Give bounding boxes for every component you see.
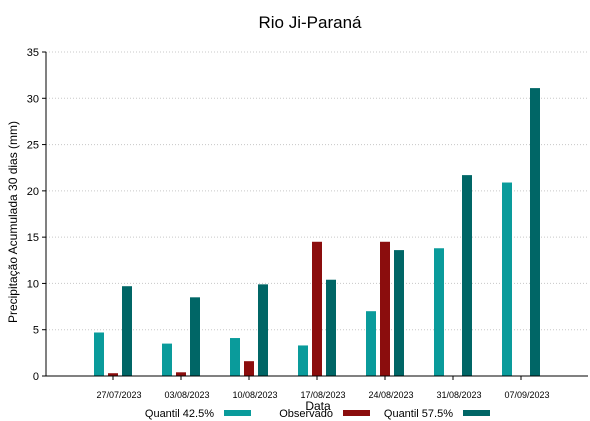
bar [258, 284, 268, 376]
y-tick-label: 15 [27, 232, 39, 244]
x-tick-label: 07/09/2023 [504, 390, 549, 400]
bar [326, 279, 336, 376]
legend-swatch [343, 410, 370, 416]
bar [176, 372, 186, 376]
x-tick-label: 24/08/2023 [368, 390, 413, 400]
bar [230, 338, 240, 376]
bar [94, 332, 104, 376]
bar [162, 343, 172, 376]
y-tick-label: 25 [27, 140, 39, 152]
bar [190, 297, 200, 376]
x-axis-ticks: 27/07/2023 03/08/2023 10/08/2023 17/08/2023… [96, 376, 550, 400]
legend-label: Quantil 42.5% [145, 408, 214, 420]
bars [94, 88, 540, 377]
x-tick-label: 27/07/2023 [96, 390, 141, 400]
legend: Quantil 42.5% Observado Quantil 57.5% [145, 408, 490, 420]
y-tick-label: 20 [27, 186, 39, 198]
legend-swatch [463, 410, 490, 416]
bar [244, 361, 254, 376]
bar [298, 345, 308, 376]
bar [122, 286, 132, 376]
x-tick-label: 10/08/2023 [232, 390, 277, 400]
bar [434, 248, 444, 376]
y-axis-label: Precipitação Acumulada 30 dias (mm) [6, 121, 20, 323]
bar [502, 182, 512, 376]
bar [530, 88, 540, 377]
y-tick-label: 30 [27, 93, 39, 105]
x-tick-label: 03/08/2023 [164, 390, 209, 400]
legend-label: Quantil 57.5% [384, 408, 453, 420]
bar [312, 241, 322, 376]
y-tick-label: 5 [33, 325, 39, 337]
bar [380, 241, 390, 376]
x-tick-label: 17/08/2023 [300, 390, 345, 400]
y-tick-label: 0 [33, 371, 39, 383]
bar [366, 311, 376, 376]
bar [394, 250, 404, 376]
legend-label: Observado [279, 408, 333, 420]
chart-title: Rio Ji-Paraná [259, 13, 363, 32]
x-axis-label: Data [305, 399, 331, 413]
bar [108, 373, 118, 376]
legend-swatch [224, 410, 251, 416]
x-tick-label: 31/08/2023 [436, 390, 481, 400]
y-axis-ticks: 0 5 10 15 20 25 30 35 [27, 47, 46, 383]
y-tick-label: 10 [27, 278, 39, 290]
y-tick-label: 35 [27, 47, 39, 59]
bar [462, 175, 472, 376]
